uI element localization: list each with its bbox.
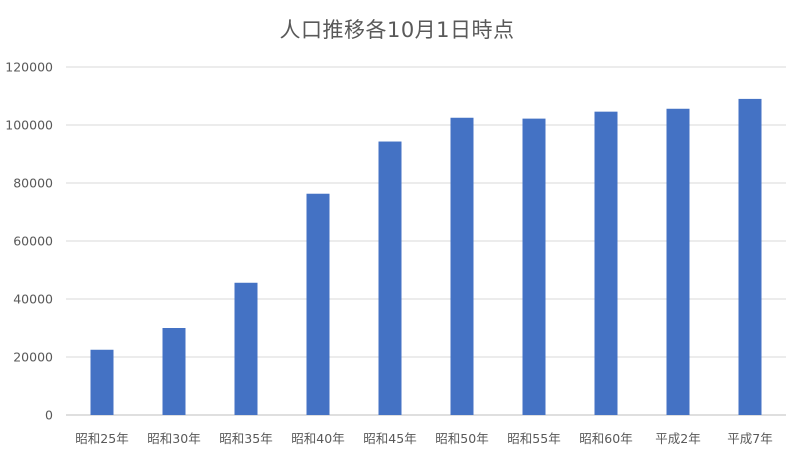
bar xyxy=(306,193,330,415)
x-tick-label: 昭和40年 xyxy=(291,431,344,446)
bar xyxy=(234,282,258,415)
x-tick-label: 昭和25年 xyxy=(75,431,128,446)
x-axis-ticks: 昭和25年 昭和30年 昭和35年 昭和40年 昭和45年 昭和50年 昭和55年 昭和60年… xyxy=(75,431,772,446)
chart-title: 人口推移各10月1日時点 xyxy=(279,18,515,42)
bar xyxy=(450,117,474,415)
x-tick-label: 昭和50年 xyxy=(435,431,488,446)
bar xyxy=(378,141,402,415)
x-tick-label: 昭和45年 xyxy=(363,431,416,446)
y-tick-label: 40000 xyxy=(13,292,53,307)
x-tick-label: 昭和30年 xyxy=(147,431,200,446)
bar xyxy=(162,328,186,415)
y-axis-ticks: 0 20000 40000 60000 80000 100000 120000 xyxy=(5,60,53,423)
bar xyxy=(666,108,690,415)
y-tick-label: 120000 xyxy=(5,60,53,75)
x-tick-label: 昭和60年 xyxy=(579,431,632,446)
x-tick-label: 平成7年 xyxy=(727,431,772,446)
y-tick-label: 100000 xyxy=(5,118,53,133)
bar xyxy=(90,349,114,415)
gridlines xyxy=(66,66,786,416)
bar xyxy=(738,98,762,416)
y-tick-label: 60000 xyxy=(13,234,53,249)
bar xyxy=(522,118,546,416)
bars xyxy=(90,98,762,416)
x-tick-label: 昭和55年 xyxy=(507,431,560,446)
x-tick-label: 平成2年 xyxy=(655,431,700,446)
bar xyxy=(594,111,618,415)
x-tick-label: 昭和35年 xyxy=(219,431,272,446)
y-tick-label: 80000 xyxy=(13,176,53,191)
y-tick-label: 20000 xyxy=(13,350,53,365)
y-tick-label: 0 xyxy=(45,408,53,423)
